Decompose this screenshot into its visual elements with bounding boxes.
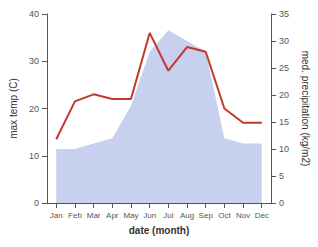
svg-text:Feb: Feb [68, 211, 82, 220]
svg-text:0: 0 [34, 198, 39, 208]
svg-text:Mar: Mar [87, 211, 101, 220]
svg-text:Oct: Oct [218, 211, 231, 220]
svg-text:Nov: Nov [236, 211, 250, 220]
svg-text:Aug: Aug [180, 211, 194, 220]
svg-text:25: 25 [279, 63, 289, 73]
svg-text:0: 0 [279, 198, 284, 208]
svg-text:10: 10 [29, 151, 39, 161]
svg-text:max temp (C): max temp (C) [8, 78, 19, 139]
svg-text:Jan: Jan [50, 211, 63, 220]
svg-text:30: 30 [279, 36, 289, 46]
svg-text:Dec: Dec [255, 211, 269, 220]
svg-text:20: 20 [279, 90, 289, 100]
svg-text:Apr: Apr [106, 211, 119, 220]
svg-text:Jun: Jun [143, 211, 156, 220]
svg-text:30: 30 [29, 56, 39, 66]
svg-text:10: 10 [279, 144, 289, 154]
svg-text:20: 20 [29, 104, 39, 114]
svg-text:40: 40 [29, 9, 39, 19]
svg-text:15: 15 [279, 117, 289, 127]
svg-text:35: 35 [279, 9, 289, 19]
svg-text:date (month): date (month) [129, 225, 190, 236]
svg-text:Jul: Jul [163, 211, 173, 220]
svg-text:Sep: Sep [199, 211, 214, 220]
svg-text:med. precipitation (kg/m2): med. precipitation (kg/m2) [300, 51, 311, 167]
svg-text:May: May [123, 211, 138, 220]
svg-text:5: 5 [279, 171, 284, 181]
